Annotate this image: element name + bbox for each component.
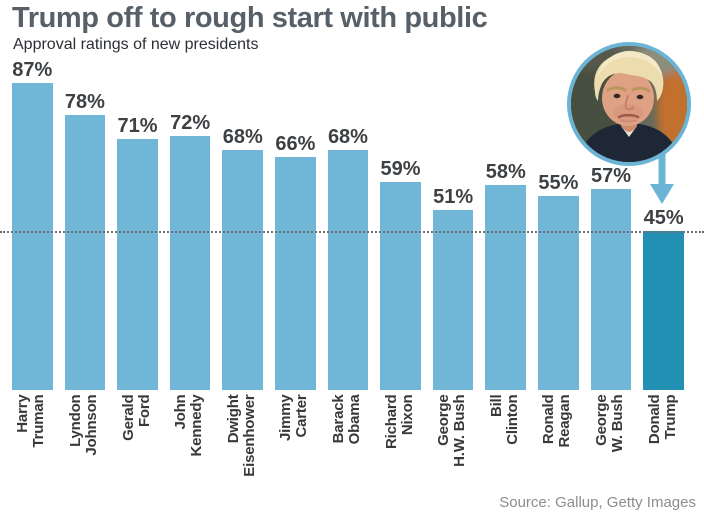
bar-column: 45% xyxy=(643,207,684,390)
president-name-cell: Lyndon Johnson xyxy=(65,394,106,497)
president-name-label: Donald Trump xyxy=(645,394,679,444)
approval-bar xyxy=(590,188,632,390)
chart-subtitle: Approval ratings of new presidents xyxy=(13,36,259,53)
approval-bar xyxy=(222,150,264,390)
bar-column: 68% xyxy=(327,126,369,390)
president-name-cell: Donald Trump xyxy=(643,394,684,497)
bar-value-label: 58% xyxy=(485,161,526,184)
approval-bar xyxy=(12,82,53,390)
president-name-label: Jimmy Carter xyxy=(277,394,311,441)
president-name-label: Richard Nixon xyxy=(382,394,416,449)
president-name-label: Ronald Reagan xyxy=(540,394,574,447)
bar-value-label: 68% xyxy=(327,126,368,148)
trump-photo xyxy=(567,42,691,166)
bar-column: 55% xyxy=(538,172,579,390)
x-axis-labels: Harry Truman Lyndon Johnson Gerald Ford Joh… xyxy=(12,394,684,497)
president-name-cell: Barack Obama xyxy=(328,394,369,497)
approval-bar xyxy=(117,139,158,390)
bar-value-label: 78% xyxy=(64,90,105,113)
president-name-cell: Gerald Ford xyxy=(117,394,158,497)
president-name-cell: George H.W. Bush xyxy=(433,394,474,497)
approval-bar xyxy=(432,210,474,390)
arrow-down-icon xyxy=(650,146,674,204)
president-name-label: Bill Clinton xyxy=(487,394,521,445)
president-name-cell: Jimmy Carter xyxy=(275,394,316,497)
president-name-cell: George W. Bush xyxy=(591,394,632,497)
bar-column: 68% xyxy=(222,126,264,390)
president-name-label: Lyndon Johnson xyxy=(66,394,100,456)
president-name-label: George H.W. Bush xyxy=(435,394,469,467)
approval-bar xyxy=(485,185,527,390)
bar-column: 59% xyxy=(380,158,421,390)
bar-value-label: 55% xyxy=(538,171,579,194)
bar-value-label: 87% xyxy=(12,58,53,81)
approval-bar xyxy=(538,195,579,390)
approval-bar xyxy=(169,135,211,390)
president-name-cell: Dwight Eisenhower xyxy=(222,394,263,497)
president-name-cell: Bill Clinton xyxy=(485,394,526,497)
president-name-label: Dwight Eisenhower xyxy=(224,394,258,477)
bar-column: 71% xyxy=(117,115,158,390)
president-name-label: Barack Obama xyxy=(329,394,363,444)
bar-column: 72% xyxy=(169,111,211,390)
bar-chart-plot-area: 87% 78% 71% 72% 68% 66% 68% 59% 51% 58% 55% 57% 45% xyxy=(12,59,684,390)
bar-value-label: 66% xyxy=(275,133,316,155)
bar-value-label: 59% xyxy=(380,157,421,180)
approval-bar xyxy=(327,150,369,390)
president-name-label: George W. Bush xyxy=(593,394,626,452)
trump-portrait-illustration xyxy=(571,46,687,162)
bar-value-label: 71% xyxy=(117,115,158,138)
bar-column: 66% xyxy=(275,133,316,390)
approval-bar xyxy=(643,231,684,390)
page-title: Trump off to rough start with public xyxy=(12,2,488,34)
president-name-cell: John Kennedy xyxy=(170,394,211,497)
bar-value-label: 57% xyxy=(590,164,632,187)
approval-bar xyxy=(380,181,421,390)
approval-bar xyxy=(275,157,316,390)
approval-bar xyxy=(64,114,106,390)
president-name-label: Gerald Ford xyxy=(119,394,153,441)
bar-value-label: 72% xyxy=(170,111,211,134)
bar-column: 87% xyxy=(12,59,53,390)
president-name-cell: Richard Nixon xyxy=(380,394,421,497)
bar-column: 58% xyxy=(485,161,527,390)
bar-column: 57% xyxy=(590,164,632,390)
president-name-cell: Harry Truman xyxy=(12,394,53,497)
bar-column: 51% xyxy=(432,186,474,390)
president-name-cell: Ronald Reagan xyxy=(538,394,579,497)
bar-value-label: 45% xyxy=(643,207,684,230)
bar-column: 78% xyxy=(64,90,106,390)
bar-value-label: 51% xyxy=(433,186,474,208)
bar-value-label: 68% xyxy=(222,126,263,148)
source-credit: Source: Gallup, Getty Images xyxy=(499,494,696,511)
president-name-label: Harry Truman xyxy=(14,394,48,447)
president-name-label: John Kennedy xyxy=(172,394,206,456)
